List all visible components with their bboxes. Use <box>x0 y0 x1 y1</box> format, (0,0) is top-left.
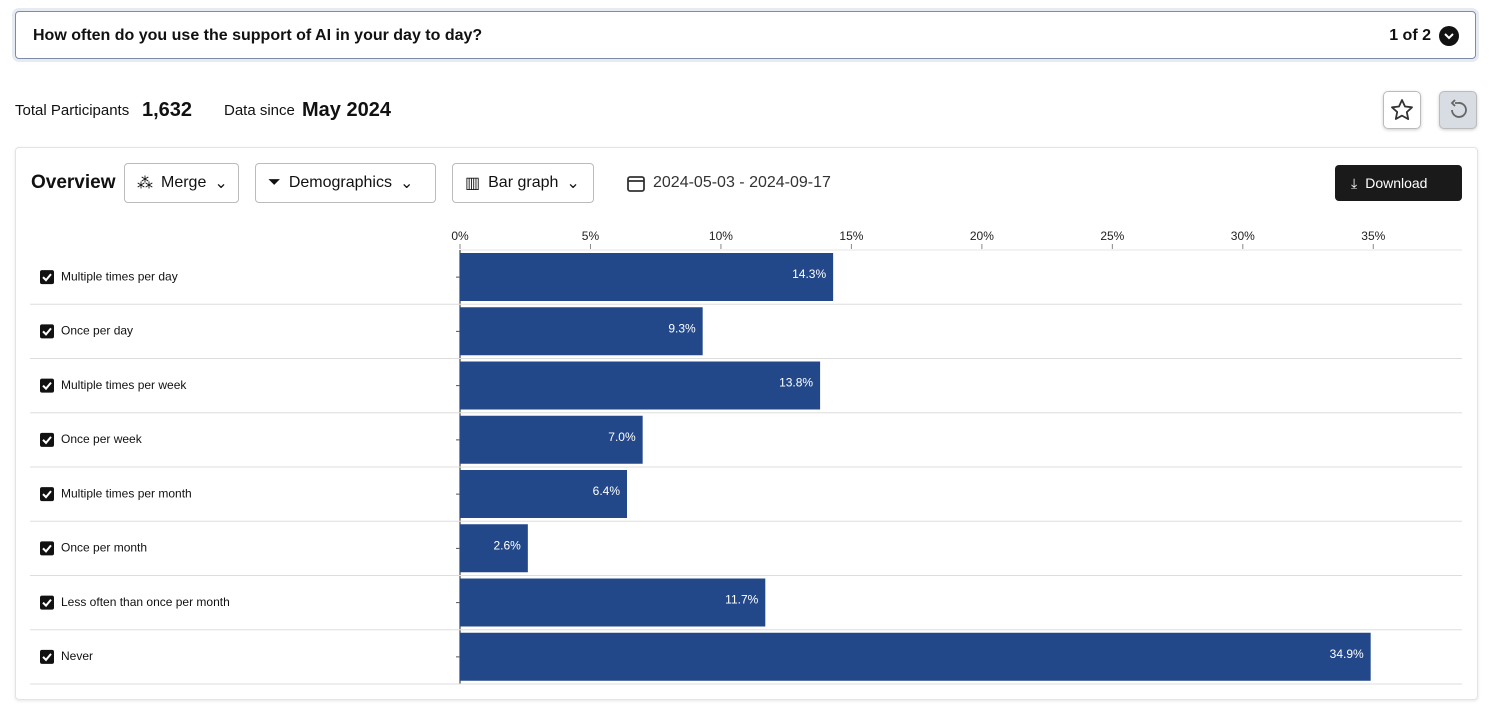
chart-card <box>15 147 1478 700</box>
checkbox[interactable] <box>40 324 54 339</box>
value-label: 13.8% <box>779 376 813 390</box>
download-button[interactable]: ⤓ Download <box>1335 165 1462 201</box>
demographics-button[interactable]: ⏷ Demographics ⌄ <box>255 163 436 203</box>
since-value: May 2024 <box>302 99 391 121</box>
checkbox[interactable] <box>40 595 54 610</box>
merge-button[interactable]: ⁂ Merge ⌄ <box>124 163 239 203</box>
demographics-label: Demographics <box>288 174 392 191</box>
bar <box>460 415 643 464</box>
bar <box>460 361 821 410</box>
category-label: Multiple times per week <box>61 378 187 392</box>
participants-label: Total Participants <box>15 102 130 119</box>
value-label: 7.0% <box>608 430 636 444</box>
checkbox[interactable] <box>40 432 54 447</box>
x-tick-label: 30% <box>1231 229 1255 243</box>
merge-icon: ⁂ <box>137 175 153 192</box>
category-label: Never <box>61 649 93 663</box>
checkmark <box>42 490 52 499</box>
checkbox[interactable] <box>40 378 54 393</box>
graph-icon: ▥ <box>465 175 481 192</box>
checkbox[interactable] <box>40 649 54 664</box>
refresh-icon <box>1450 99 1467 118</box>
category-label: Less often than once per month <box>61 595 230 609</box>
overview-title: Overview <box>31 172 116 193</box>
checkmark <box>42 544 52 553</box>
download-icon: ⤓ <box>1351 174 1358 191</box>
star-icon <box>1391 99 1413 120</box>
chart: 0% 5% 10% 15% 20% 25% 30% 35% Multiple times per… <box>30 229 1462 685</box>
checkmark <box>42 436 52 445</box>
checkmark <box>42 653 52 662</box>
x-tick-label: 0% <box>451 229 469 243</box>
merge-label: Merge <box>161 174 207 191</box>
x-tick-label: 35% <box>1361 229 1385 243</box>
category-label: Once per month <box>61 541 147 555</box>
category-label: Multiple times per day <box>61 269 178 283</box>
checkmark <box>42 273 52 282</box>
caret: ⌄ <box>566 175 580 192</box>
bar <box>460 632 1371 681</box>
x-tick-label: 10% <box>709 229 733 243</box>
x-tick-label: 5% <box>582 229 600 243</box>
checkmark <box>42 598 52 608</box>
x-tick-label: 15% <box>839 229 863 243</box>
bar <box>460 470 627 518</box>
x-tick-label: 25% <box>1100 229 1124 243</box>
participants-value: 1,632 <box>142 99 193 121</box>
filter-icon: ⏷ <box>268 174 281 191</box>
favorite-button[interactable] <box>1383 91 1421 129</box>
refresh-button[interactable] <box>1439 91 1477 129</box>
value-label: 11.7% <box>725 593 758 607</box>
checkbox[interactable] <box>40 487 54 502</box>
bar <box>460 253 834 301</box>
bar <box>460 307 703 356</box>
bar <box>460 524 528 573</box>
since-label: Data since <box>224 102 295 119</box>
category-label: Once per day <box>61 324 133 338</box>
checkbox[interactable] <box>40 541 54 556</box>
category-label: Once per week <box>61 432 143 446</box>
download-label: Download <box>1365 175 1428 191</box>
question-selector[interactable]: How often do you use the support of AI i… <box>15 11 1476 59</box>
date-range[interactable]: 2024-05-03 - 2024-09-17 <box>653 174 831 191</box>
value-label: 14.3% <box>792 267 826 281</box>
value-label: 34.9% <box>1330 647 1364 661</box>
graph-button[interactable]: ▥ Bar graph ⌄ <box>452 163 594 203</box>
checkmark <box>42 327 52 336</box>
x-tick-label: 20% <box>970 229 994 243</box>
checkmark <box>42 381 52 391</box>
graph-label: Bar graph <box>488 174 559 191</box>
caret: ⌄ <box>214 175 228 192</box>
question-text: How often do you use the support of AI i… <box>33 27 483 44</box>
value-label: 2.6% <box>493 538 521 552</box>
checkbox[interactable] <box>40 270 54 285</box>
calendar-icon <box>627 176 645 192</box>
category-label: Multiple times per month <box>61 486 192 500</box>
value-label: 6.4% <box>593 484 621 498</box>
value-label: 9.3% <box>668 321 696 335</box>
bar <box>460 578 766 627</box>
caret: ⌄ <box>399 175 414 192</box>
pager: 1 of 2 <box>1389 27 1431 44</box>
chevron-icon <box>1439 26 1459 46</box>
